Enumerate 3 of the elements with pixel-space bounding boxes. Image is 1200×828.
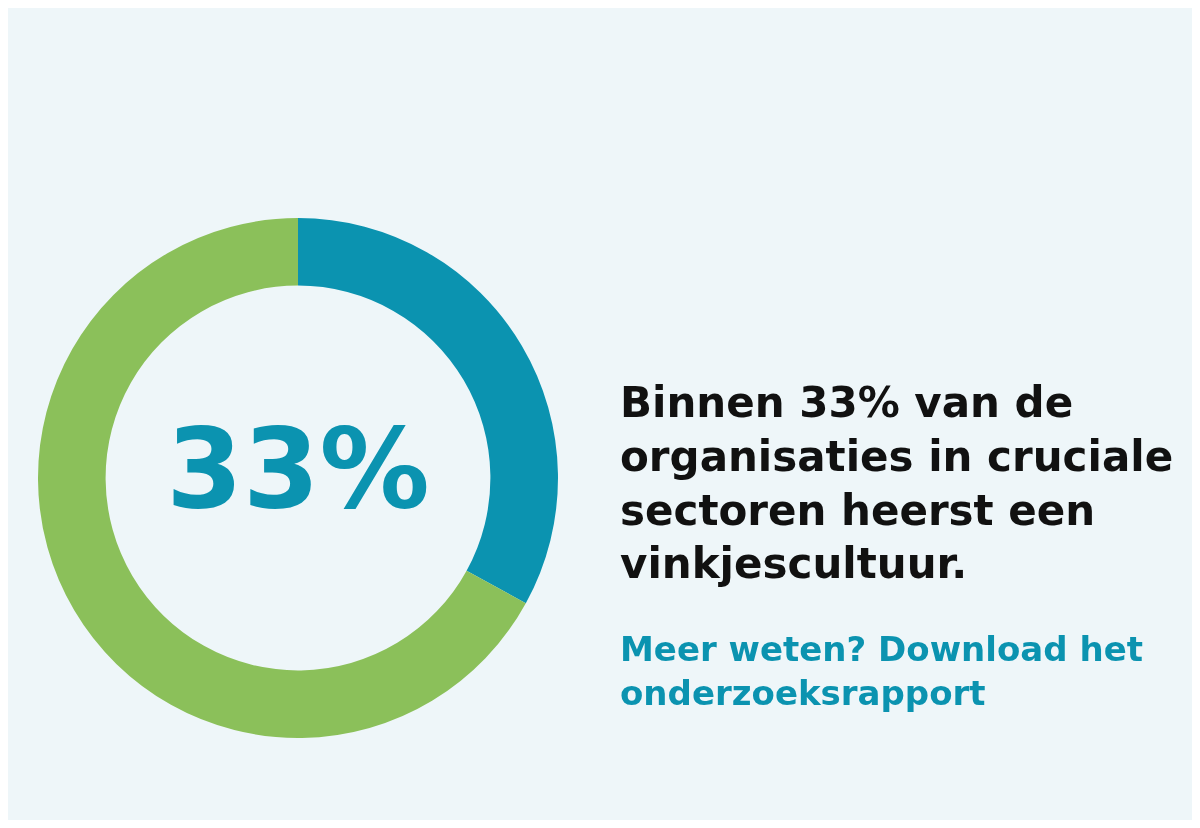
text: Meer weten? Download het onderzoeksrapport	[620, 628, 1144, 716]
text: Binnen 33% van de organisaties in cruciale sectoren heerst een vinkjescultuur.	[620, 377, 1175, 591]
data-label: 33%	[166, 404, 430, 533]
